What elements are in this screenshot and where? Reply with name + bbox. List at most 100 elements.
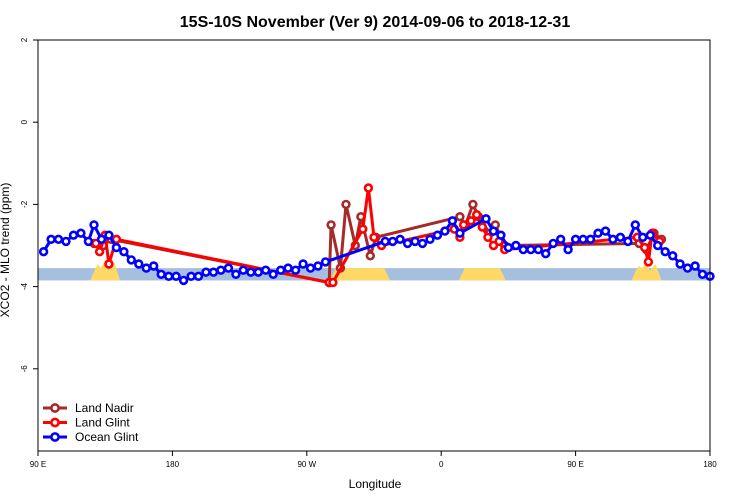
y-tick-label: -6 <box>20 365 29 373</box>
data-point <box>600 226 611 236</box>
data-point <box>570 234 581 245</box>
data-point <box>481 214 491 224</box>
land-bump <box>631 261 662 281</box>
data-point <box>231 269 241 279</box>
data-point <box>432 230 443 240</box>
data-point <box>76 228 86 238</box>
data-point <box>466 216 476 226</box>
legend-item: Land Glint <box>43 416 130 430</box>
y-tick-label: -2 <box>20 200 29 208</box>
data-point <box>660 247 670 257</box>
data-point <box>365 251 375 261</box>
data-point <box>246 267 256 277</box>
data-point <box>253 267 263 277</box>
data-point <box>358 224 368 234</box>
data-point <box>630 220 640 230</box>
data-point <box>639 242 650 253</box>
data-point <box>104 259 114 269</box>
data-point <box>402 238 413 249</box>
data-point <box>578 234 588 245</box>
data-point <box>216 265 226 275</box>
x-axis-label: Longitude <box>349 477 402 491</box>
data-point <box>96 234 107 245</box>
data-point <box>94 247 105 257</box>
data-point <box>149 261 159 271</box>
data-point <box>238 265 249 275</box>
data-point <box>305 263 316 273</box>
data-point <box>417 238 428 249</box>
data-point <box>178 275 189 286</box>
legend-label: Land Glint <box>75 416 130 430</box>
data-point <box>320 257 331 267</box>
y-tick-label: -4 <box>20 282 29 290</box>
data-point <box>585 234 596 245</box>
data-point <box>268 269 278 279</box>
legend-label: Ocean Glint <box>75 430 139 444</box>
data-point <box>455 212 465 222</box>
data-point <box>363 183 374 193</box>
data-point <box>593 228 603 238</box>
land-segment <box>458 268 506 281</box>
x-tick-label: 90 E <box>567 460 583 469</box>
data-point <box>526 244 536 255</box>
data-point <box>555 234 566 245</box>
data-point <box>468 199 478 210</box>
legend-swatch-marker <box>50 417 60 428</box>
data-point <box>126 255 137 265</box>
data-point <box>458 220 469 230</box>
data-point <box>276 265 286 275</box>
x-tick-label: 90 W <box>297 460 316 469</box>
data-point <box>261 265 271 275</box>
data-point <box>208 267 219 277</box>
data-point <box>134 259 144 269</box>
data-point <box>388 236 398 247</box>
legend-swatch-marker <box>50 432 60 442</box>
data-point <box>615 232 626 243</box>
series-2 <box>38 214 715 286</box>
data-point <box>119 247 129 257</box>
data-point <box>298 259 308 269</box>
data-point <box>326 220 336 230</box>
data-point <box>341 199 351 210</box>
data-point <box>186 271 196 281</box>
data-point <box>53 234 64 245</box>
data-point <box>89 220 99 230</box>
series-layer <box>38 183 715 288</box>
data-point <box>518 244 528 255</box>
data-point <box>548 238 558 249</box>
legend-item: Land Nadir <box>43 401 134 415</box>
data-point <box>697 269 708 279</box>
data-point <box>623 236 633 247</box>
data-point <box>410 236 420 247</box>
x-tick-label: 180 <box>703 460 717 469</box>
x-tick-label: 180 <box>166 460 180 469</box>
data-point <box>455 228 465 238</box>
data-point <box>447 216 458 226</box>
data-point <box>608 234 618 245</box>
y-tick-label: 2 <box>20 37 29 42</box>
data-point <box>643 257 654 267</box>
data-point <box>488 226 499 236</box>
data-point <box>645 230 655 240</box>
data-point <box>690 261 700 271</box>
data-point <box>496 230 506 240</box>
data-point <box>290 265 301 275</box>
data-point <box>201 267 211 277</box>
data-point <box>328 277 338 288</box>
data-point <box>223 263 234 273</box>
x-tick-label: 90 E <box>30 460 46 469</box>
data-point <box>83 236 94 247</box>
data-point <box>111 242 122 253</box>
data-point <box>164 271 174 281</box>
y-tick-label: 0 <box>20 119 29 124</box>
x-tick-label: 0 <box>439 460 444 469</box>
data-point <box>369 232 379 243</box>
legend-label: Land Nadir <box>75 401 134 415</box>
data-point <box>682 263 693 273</box>
data-point <box>440 226 450 236</box>
data-point <box>61 236 71 247</box>
data-point <box>425 234 435 245</box>
